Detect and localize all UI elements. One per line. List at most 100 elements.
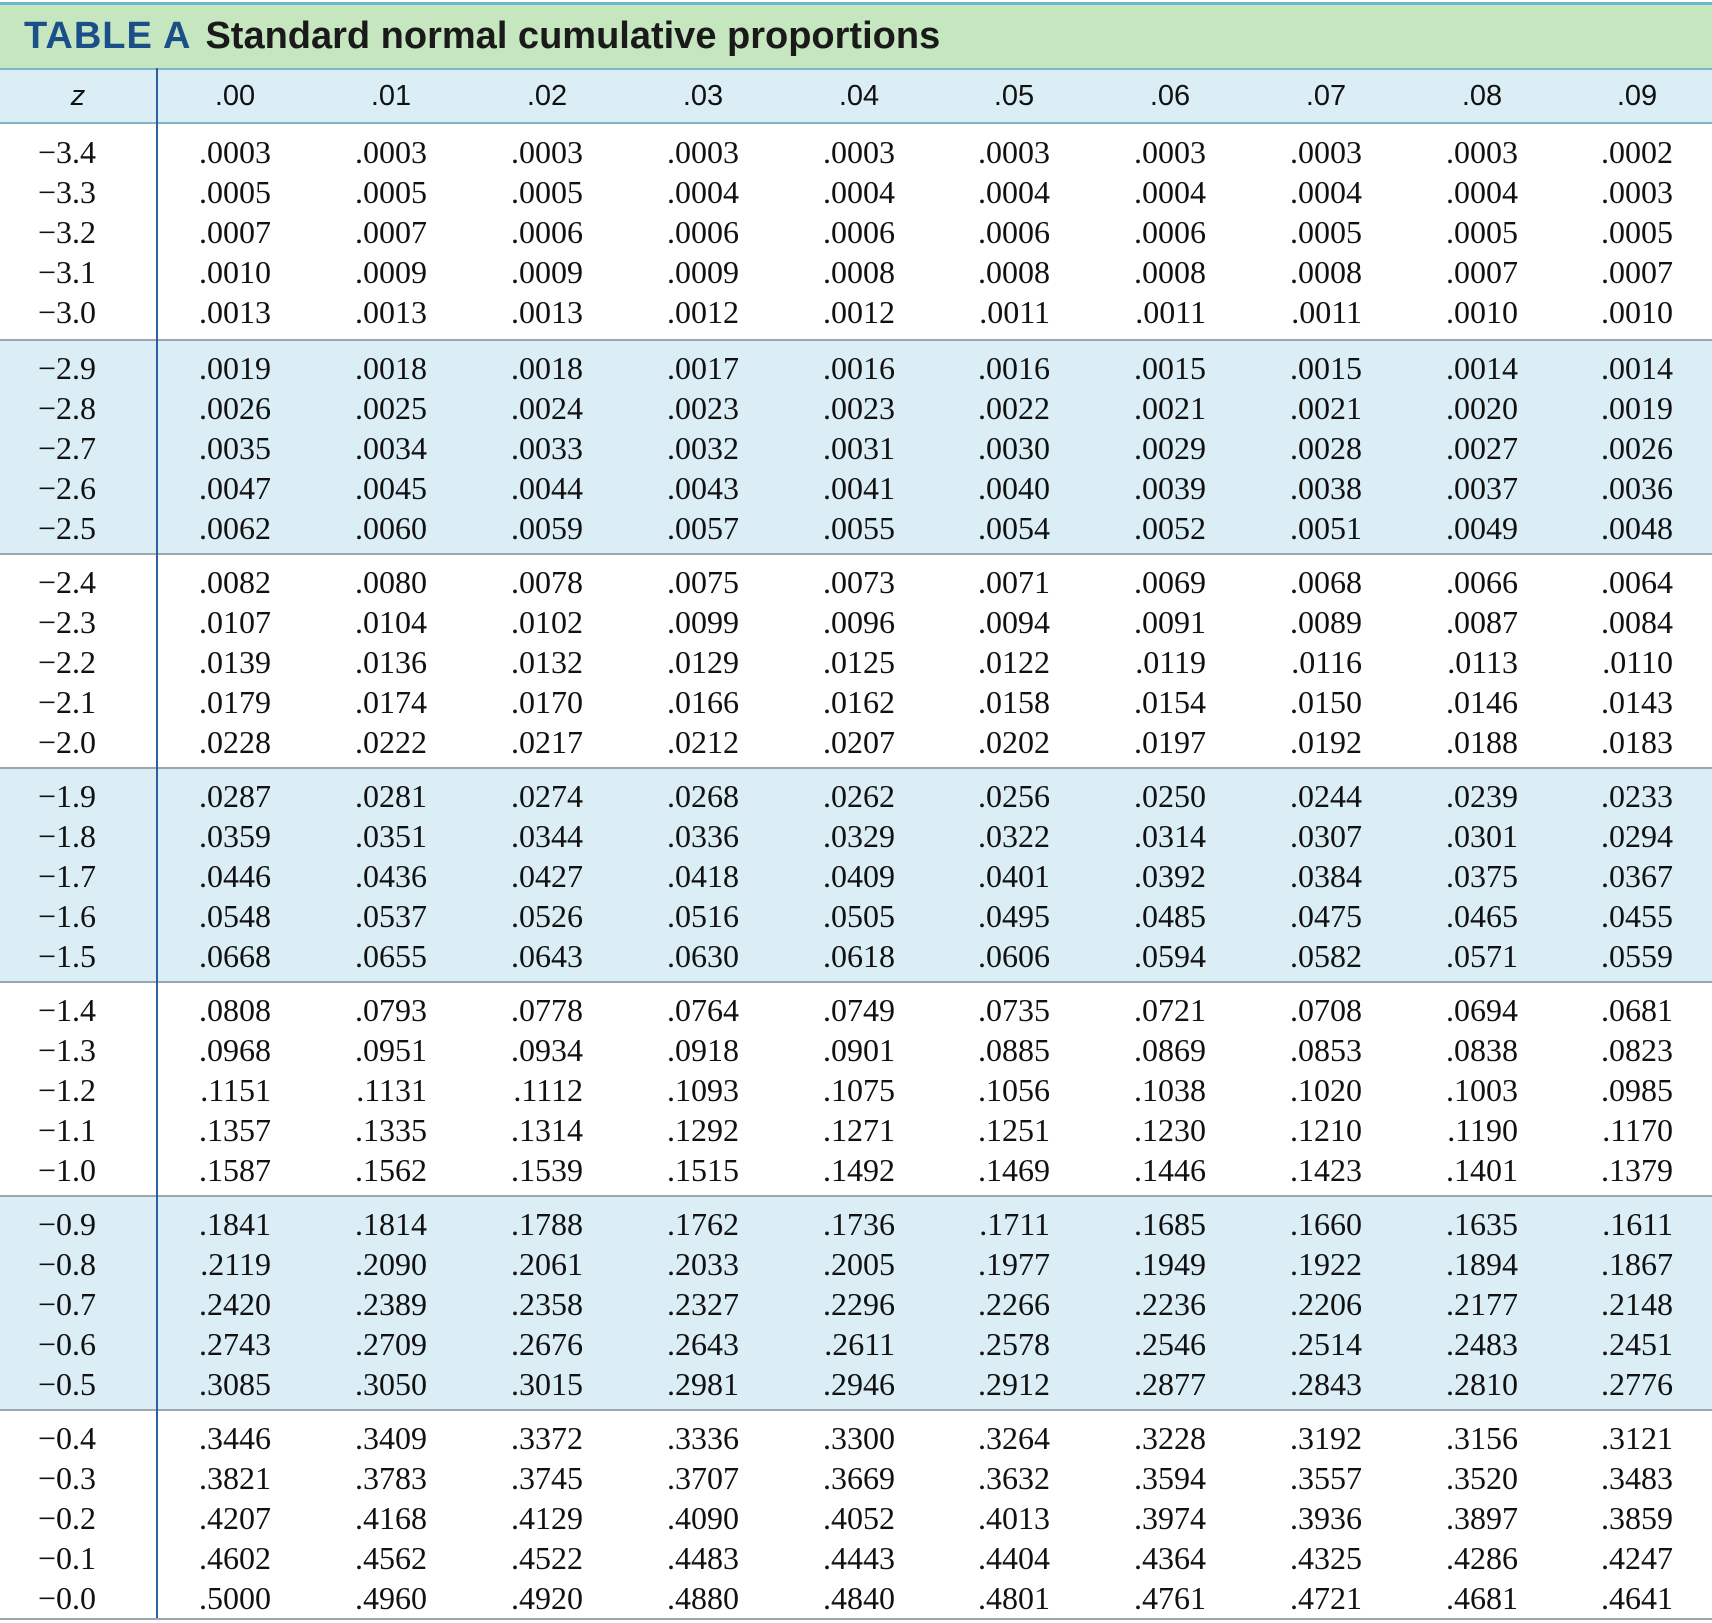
proportion-cell: .0010 [199,254,271,290]
table-row: −3.4 .0003 .0003 .0003 .0003 .0003 .0003 .0003.… [0,132,1712,172]
proportion-cell: .0475 [1290,898,1362,934]
proportion-cell: .0026 [1601,430,1673,466]
proportion-cell: .0084 [1601,604,1673,640]
proportion-cell: .2946 [823,1366,895,1402]
proportion-cell: .2451 [1601,1326,1673,1362]
proportion-cell: .3228 [1134,1420,1206,1456]
z-value-cell: −1.4 [38,992,97,1028]
proportion-cell: .4801 [978,1580,1050,1616]
z-value-cell: −2.2 [38,644,97,680]
proportion-cell: .4880 [667,1580,739,1616]
proportion-cell: .1841 [199,1206,271,1242]
proportion-cell: .4404 [978,1540,1050,1576]
proportion-cell: .4840 [823,1580,895,1616]
proportion-cell: .1587 [199,1152,271,1188]
proportion-cell: .1492 [823,1152,895,1188]
proportion-cell: .0571 [1446,938,1518,974]
proportion-cell: .0853 [1290,1032,1362,1068]
proportion-cell: .2546 [1134,1326,1206,1362]
proportion-cell: .2810 [1446,1366,1518,1402]
proportion-cell: .1151 [200,1072,271,1108]
proportion-cell: .0132 [511,644,583,680]
proportion-cell: .0618 [823,938,895,974]
proportion-cell: .4960 [355,1580,427,1616]
table-row: −2.2 .0139 .0136 .0132 .0129 .0125 .0122 .0119.… [0,642,1712,682]
proportion-cell: .0045 [355,470,427,506]
proportion-cell: .0934 [511,1032,583,1068]
proportion-cell: .2061 [511,1246,583,1282]
table-row: −1.3 .0968 .0951 .0934 .0918 .0901 .0885 .0869.… [0,1030,1712,1070]
proportion-cell: .1131 [356,1072,427,1108]
proportion-cell: .0307 [1290,818,1362,854]
column-header-1: .01 [370,80,412,112]
proportion-cell: .1401 [1446,1152,1518,1188]
proportion-cell: .0020 [1446,390,1518,426]
z-value-cell: −3.3 [38,174,97,210]
proportion-cell: .0344 [511,818,583,854]
column-header-row: z .00 .01 .02 .03 .04 .05 .06 .07 .08 .09 [0,68,1712,124]
proportion-cell: .0003 [978,134,1050,170]
proportion-cell: .0150 [1290,684,1362,720]
table-row: −2.1 .0179 .0174 .0170 .0166 .0162 .0158 .0154.… [0,682,1712,722]
proportion-cell: .0668 [199,938,271,974]
proportion-cell: .0918 [667,1032,739,1068]
proportion-cell: .4364 [1134,1540,1206,1576]
proportion-cell: .0016 [978,350,1050,386]
proportion-cell: .0233 [1601,778,1673,814]
proportion-cell: .0007 [1601,254,1673,290]
row-group: −2.9 .0019 .0018 .0018 .0017 .0016 .0016 .0015.… [0,339,1712,553]
proportion-cell: .0003 [823,134,895,170]
proportion-cell: .3372 [511,1420,583,1456]
proportion-cell: .4207 [199,1500,271,1536]
proportion-cell: .0244 [1290,778,1362,814]
z-value-cell: −0.5 [38,1366,97,1402]
proportion-cell: .0003 [667,134,739,170]
proportion-cell: .0694 [1446,992,1518,1028]
proportion-cell: .0028 [1290,430,1362,466]
proportion-cell: .0212 [667,724,739,760]
proportion-cell: .0091 [1134,604,1206,640]
z-value-cell: −1.8 [38,818,97,854]
proportion-cell: .0188 [1446,724,1518,760]
proportion-cell: .0030 [978,430,1050,466]
table-row: −3.0 .0013 .0013 .0013 .0012 .0012 .0011 .0011.… [0,292,1712,332]
proportion-cell: .0006 [823,214,895,250]
proportion-cell: .0174 [355,684,427,720]
proportion-cell: .0465 [1446,898,1518,934]
proportion-cell: .0202 [978,724,1050,760]
proportion-cell: .3050 [355,1366,427,1402]
proportion-cell: .2090 [355,1246,427,1282]
proportion-cell: .0043 [667,470,739,506]
proportion-cell: .0003 [199,134,271,170]
proportion-cell: .0094 [978,604,1050,640]
proportion-cell: .0485 [1134,898,1206,934]
proportion-cell: .0392 [1134,858,1206,894]
proportion-cell: .0011 [1291,294,1362,330]
table-row: −0.3 .3821 .3783 .3745 .3707 .3669 .3632 .3594.… [0,1458,1712,1498]
z-value-cell: −0.2 [38,1500,97,1536]
proportion-cell: .2005 [823,1246,895,1282]
proportion-cell: .1814 [355,1206,427,1242]
proportion-cell: .0025 [355,390,427,426]
proportion-cell: .0057 [667,510,739,546]
proportion-cell: .1271 [823,1112,895,1148]
proportion-cell: .0314 [1134,818,1206,854]
proportion-cell: .1894 [1446,1246,1518,1282]
proportion-cell: .0035 [199,430,271,466]
table-row: −0.0 .5000 .4960 .4920 .4880 .4840 .4801 .4761.… [0,1578,1712,1618]
proportion-cell: .0281 [355,778,427,814]
proportion-cell: .0022 [978,390,1050,426]
table-row: −1.4 .0808 .0793 .0778 .0764 .0749 .0735 .0721.… [0,990,1712,1030]
proportion-cell: .0087 [1446,604,1518,640]
proportion-cell: .1056 [978,1072,1050,1108]
proportion-cell: .0336 [667,818,739,854]
proportion-cell: .0367 [1601,858,1673,894]
table-row: −2.6 .0047 .0045 .0044 .0043 .0041 .0040 .0039.… [0,468,1712,508]
proportion-cell: .0003 [1446,134,1518,170]
proportion-cell: .0455 [1601,898,1673,934]
proportion-cell: .0029 [1134,430,1206,466]
proportion-cell: .0023 [823,390,895,426]
proportion-cell: .4483 [667,1540,739,1576]
proportion-cell: .1949 [1134,1246,1206,1282]
table-row: −0.8 .2119 .2090 .2061 .2033 .2005 .1977 .1949.… [0,1244,1712,1284]
